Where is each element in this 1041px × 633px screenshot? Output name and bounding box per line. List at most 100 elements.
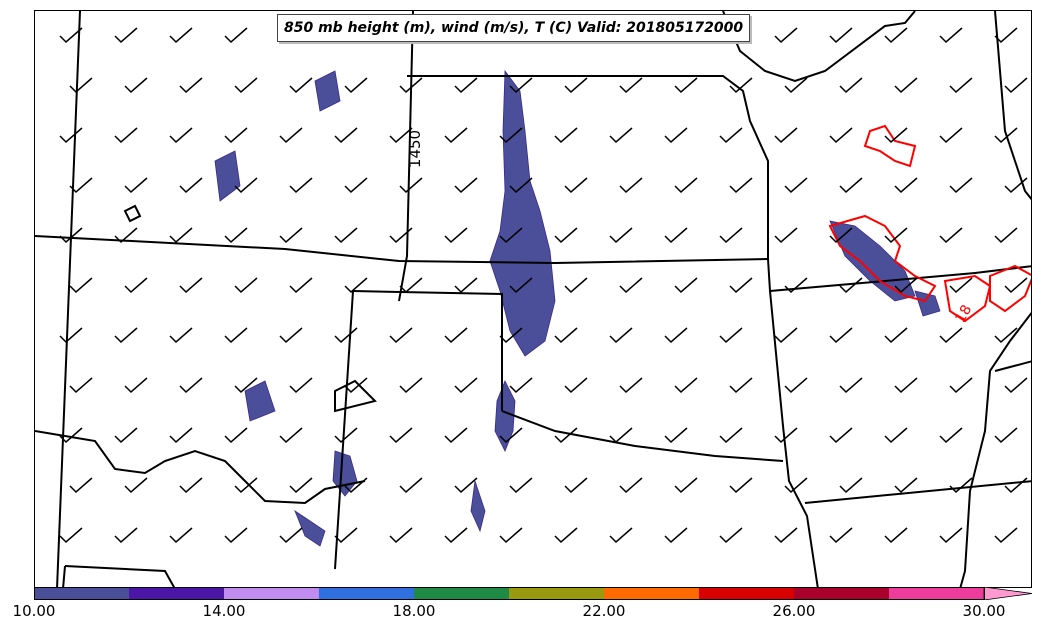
wind-barb [829, 327, 853, 344]
height-contour-label: 1450 [406, 129, 425, 169]
wind-barb [719, 327, 743, 344]
wind-barb [389, 227, 413, 244]
wind-barb [444, 227, 468, 244]
wind-barb [234, 77, 258, 94]
wind-barb [674, 477, 698, 494]
wind-barb [389, 427, 413, 444]
wind-barb [334, 527, 358, 544]
wind-barb [674, 377, 698, 394]
wind-barb [839, 277, 863, 294]
wind-barb [114, 327, 138, 344]
wind-barb [169, 227, 193, 244]
wind-barb [994, 227, 1018, 244]
wind-barb [499, 227, 523, 244]
wind-barb [664, 327, 688, 344]
wind-barb [499, 527, 523, 544]
wind-barb [114, 527, 138, 544]
wind-barb [279, 527, 303, 544]
wind-barb [59, 227, 83, 244]
wind-barb [114, 227, 138, 244]
shaded-region [914, 290, 941, 317]
wind-barb [289, 77, 313, 94]
colorbar-segment [699, 587, 794, 600]
colorbar-segment [509, 587, 604, 600]
wind-barb [784, 477, 808, 494]
colorbar-segment [794, 587, 889, 600]
wind-barb [234, 177, 258, 194]
wind-barb [179, 377, 203, 394]
wind-barb [619, 77, 643, 94]
colorbar-tick-label: 26.00 [772, 602, 816, 620]
wind-barb [939, 327, 963, 344]
wind-barb [454, 477, 478, 494]
wind-barbs [59, 27, 1028, 544]
state-boundaries [35, 11, 1031, 587]
wind-barb [784, 277, 808, 294]
wind-barb [894, 277, 918, 294]
wind-barb [994, 127, 1018, 144]
map-panel [34, 10, 1032, 588]
wind-barb [169, 27, 193, 44]
shaded-region [244, 380, 276, 422]
wind-barb [829, 227, 853, 244]
wind-barb [564, 77, 588, 94]
wind-barb [224, 27, 248, 44]
wind-barb [509, 77, 533, 94]
wind-barb [289, 477, 313, 494]
wind-barb [674, 277, 698, 294]
wind-barb [69, 177, 93, 194]
wind-barb [59, 27, 83, 44]
wind-barb [509, 177, 533, 194]
wind-barb [994, 27, 1018, 44]
wind-barb [674, 77, 698, 94]
wind-barb [884, 427, 908, 444]
colorbar-segment [604, 587, 699, 600]
wind-barb [664, 527, 688, 544]
wind-barb [124, 477, 148, 494]
wind-barb [949, 377, 973, 394]
wind-barb [234, 277, 258, 294]
wind-barb [884, 227, 908, 244]
wind-barb [554, 527, 578, 544]
colorbar [34, 587, 1033, 600]
wind-barb [179, 77, 203, 94]
wind-barb [839, 477, 863, 494]
wind-barb [509, 477, 533, 494]
wind-barb [719, 227, 743, 244]
wind-barb [454, 277, 478, 294]
wind-barb [884, 527, 908, 544]
wind-barb [444, 327, 468, 344]
wind-barb [1004, 177, 1028, 194]
wind-barb [279, 127, 303, 144]
wind-barb [664, 427, 688, 444]
wind-barb [279, 327, 303, 344]
shaded-region [494, 380, 516, 452]
wind-barb [499, 127, 523, 144]
wind-barb [124, 277, 148, 294]
wind-barb [609, 227, 633, 244]
wind-barb [1004, 377, 1028, 394]
wind-barb [69, 477, 93, 494]
wind-barb [994, 427, 1018, 444]
wind-barb [334, 127, 358, 144]
wind-barb [509, 277, 533, 294]
wind-barb [674, 177, 698, 194]
temperature-contours [828, 124, 1031, 323]
wind-barb [454, 177, 478, 194]
wind-barb [224, 427, 248, 444]
wind-barb [344, 377, 368, 394]
wind-barb [124, 77, 148, 94]
wind-barb [1004, 477, 1028, 494]
wind-barb [729, 177, 753, 194]
wind-barb [59, 327, 83, 344]
wind-barb [894, 377, 918, 394]
wind-barb [389, 327, 413, 344]
wind-barb [839, 177, 863, 194]
wind-barb [729, 277, 753, 294]
wind-barb [554, 427, 578, 444]
wind-barb [344, 477, 368, 494]
wind-barb [774, 127, 798, 144]
wind-barb [169, 127, 193, 144]
wind-barb [839, 377, 863, 394]
wind-barb [774, 227, 798, 244]
